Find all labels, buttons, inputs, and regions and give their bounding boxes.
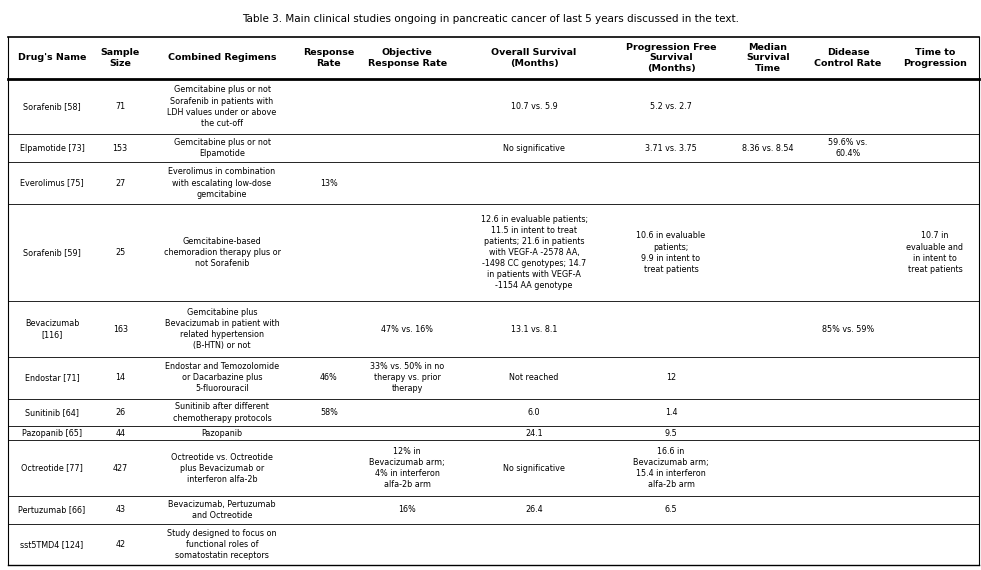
Text: 43: 43: [115, 506, 126, 514]
Text: 1.4: 1.4: [665, 408, 677, 417]
Text: Elpamotide [73]: Elpamotide [73]: [20, 144, 84, 153]
Text: 12: 12: [666, 373, 676, 382]
Text: Gemcitabine-based
chemoradion therapy plus or
not Sorafenib: Gemcitabine-based chemoradion therapy pl…: [164, 237, 281, 268]
Text: Drug's Name: Drug's Name: [18, 54, 86, 62]
Text: Pazopanib [65]: Pazopanib [65]: [22, 429, 82, 438]
Text: Not reached: Not reached: [509, 373, 559, 382]
Text: Table 3. Main clinical studies ongoing in pancreatic cancer of last 5 years disc: Table 3. Main clinical studies ongoing i…: [242, 14, 739, 25]
Text: 25: 25: [115, 248, 126, 257]
Text: Endostar and Temozolomide
or Dacarbazine plus
5-fluorouracil: Endostar and Temozolomide or Dacarbazine…: [165, 362, 280, 393]
Text: Everolimus in combination
with escalating low-dose
gemcitabine: Everolimus in combination with escalatin…: [169, 168, 276, 199]
Text: 16.6 in
Bevacizumab arm;
15.4 in interferon
alfa-2b arm: 16.6 in Bevacizumab arm; 15.4 in interfe…: [633, 447, 709, 489]
Text: 47% vs. 16%: 47% vs. 16%: [382, 324, 434, 333]
Text: 33% vs. 50% in no
therapy vs. prior
therapy: 33% vs. 50% in no therapy vs. prior ther…: [370, 362, 444, 393]
Text: 153: 153: [113, 144, 128, 153]
Text: Sorafenib [59]: Sorafenib [59]: [24, 248, 80, 257]
Text: 13%: 13%: [320, 178, 337, 188]
Text: 42: 42: [115, 540, 126, 549]
Text: 3.71 vs. 3.75: 3.71 vs. 3.75: [645, 144, 697, 153]
Text: 427: 427: [113, 463, 128, 473]
Text: 9.5: 9.5: [665, 429, 678, 438]
Text: Gemcitabine plus
Bevacizumab in patient with
related hypertension
(B-HTN) or not: Gemcitabine plus Bevacizumab in patient …: [165, 308, 280, 350]
Text: Didease
Control Rate: Didease Control Rate: [814, 48, 882, 68]
Text: No significative: No significative: [503, 144, 565, 153]
Text: 27: 27: [115, 178, 126, 188]
Text: 12% in
Bevacizumab arm;
4% in interferon
alfa-2b arm: 12% in Bevacizumab arm; 4% in interferon…: [369, 447, 445, 489]
Text: 12.6 in evaluable patients;
11.5 in intent to treat
patients; 21.6 in patients
w: 12.6 in evaluable patients; 11.5 in inte…: [481, 215, 588, 290]
Text: Sorafenib [58]: Sorafenib [58]: [24, 102, 80, 111]
Text: 59.6% vs.
60.4%: 59.6% vs. 60.4%: [828, 139, 868, 158]
Text: 44: 44: [115, 429, 126, 438]
Text: 13.1 vs. 8.1: 13.1 vs. 8.1: [511, 324, 557, 333]
Text: 10.7 in
evaluable and
in intent to
treat patients: 10.7 in evaluable and in intent to treat…: [906, 231, 963, 274]
Text: 26: 26: [115, 408, 126, 417]
Text: 71: 71: [115, 102, 126, 111]
Text: 8.36 vs. 8.54: 8.36 vs. 8.54: [742, 144, 794, 153]
Text: 26.4: 26.4: [525, 506, 542, 514]
Text: Sunitinib [64]: Sunitinib [64]: [25, 408, 79, 417]
Text: Everolimus [75]: Everolimus [75]: [21, 178, 83, 188]
Text: Gemcitabine plus or not
Elpamotide: Gemcitabine plus or not Elpamotide: [174, 139, 271, 158]
Text: Progression Free
Survival
(Months): Progression Free Survival (Months): [626, 43, 716, 73]
Text: Pertuzumab [66]: Pertuzumab [66]: [19, 506, 85, 514]
Text: Study designed to focus on
functional roles of
somatostatin receptors: Study designed to focus on functional ro…: [168, 529, 277, 560]
Text: Objective
Response Rate: Objective Response Rate: [368, 48, 446, 68]
Text: Time to
Progression: Time to Progression: [903, 48, 967, 68]
Text: Bevacizumab
[116]: Bevacizumab [116]: [25, 319, 79, 339]
Text: 6.0: 6.0: [528, 408, 541, 417]
Text: Pazopanib: Pazopanib: [201, 429, 242, 438]
Text: Median
Survival
Time: Median Survival Time: [746, 43, 790, 73]
Text: Octreotide vs. Octreotide
plus Bevacizumab or
interferon alfa-2b: Octreotide vs. Octreotide plus Bevacizum…: [171, 453, 273, 484]
Text: 58%: 58%: [320, 408, 337, 417]
Text: 24.1: 24.1: [525, 429, 542, 438]
Text: Octreotide [77]: Octreotide [77]: [21, 463, 83, 473]
Text: 85% vs. 59%: 85% vs. 59%: [822, 324, 874, 333]
Text: Combined Regimens: Combined Regimens: [168, 54, 277, 62]
Text: 10.6 in evaluable
patients;
9.9 in intent to
treat patients: 10.6 in evaluable patients; 9.9 in inten…: [637, 231, 705, 274]
Text: Response
Rate: Response Rate: [303, 48, 354, 68]
Text: 6.5: 6.5: [665, 506, 677, 514]
Text: 163: 163: [113, 324, 128, 333]
Text: 5.2 vs. 2.7: 5.2 vs. 2.7: [650, 102, 692, 111]
Text: 14: 14: [115, 373, 126, 382]
Text: Bevacizumab, Pertuzumab
and Octreotide: Bevacizumab, Pertuzumab and Octreotide: [168, 500, 276, 520]
Text: Sunitinib after different
chemotherapy protocols: Sunitinib after different chemotherapy p…: [173, 402, 272, 422]
Text: Endostar [71]: Endostar [71]: [25, 373, 79, 382]
Text: No significative: No significative: [503, 463, 565, 473]
Text: 16%: 16%: [398, 506, 416, 514]
Text: Overall Survival
(Months): Overall Survival (Months): [491, 48, 577, 68]
Text: 10.7 vs. 5.9: 10.7 vs. 5.9: [511, 102, 557, 111]
Text: Gemcitabine plus or not
Sorafenib in patients with
LDH values under or above
the: Gemcitabine plus or not Sorafenib in pat…: [168, 86, 277, 128]
Text: sst5TMD4 [124]: sst5TMD4 [124]: [21, 540, 83, 549]
Text: Sample
Size: Sample Size: [101, 48, 140, 68]
Text: 46%: 46%: [320, 373, 337, 382]
